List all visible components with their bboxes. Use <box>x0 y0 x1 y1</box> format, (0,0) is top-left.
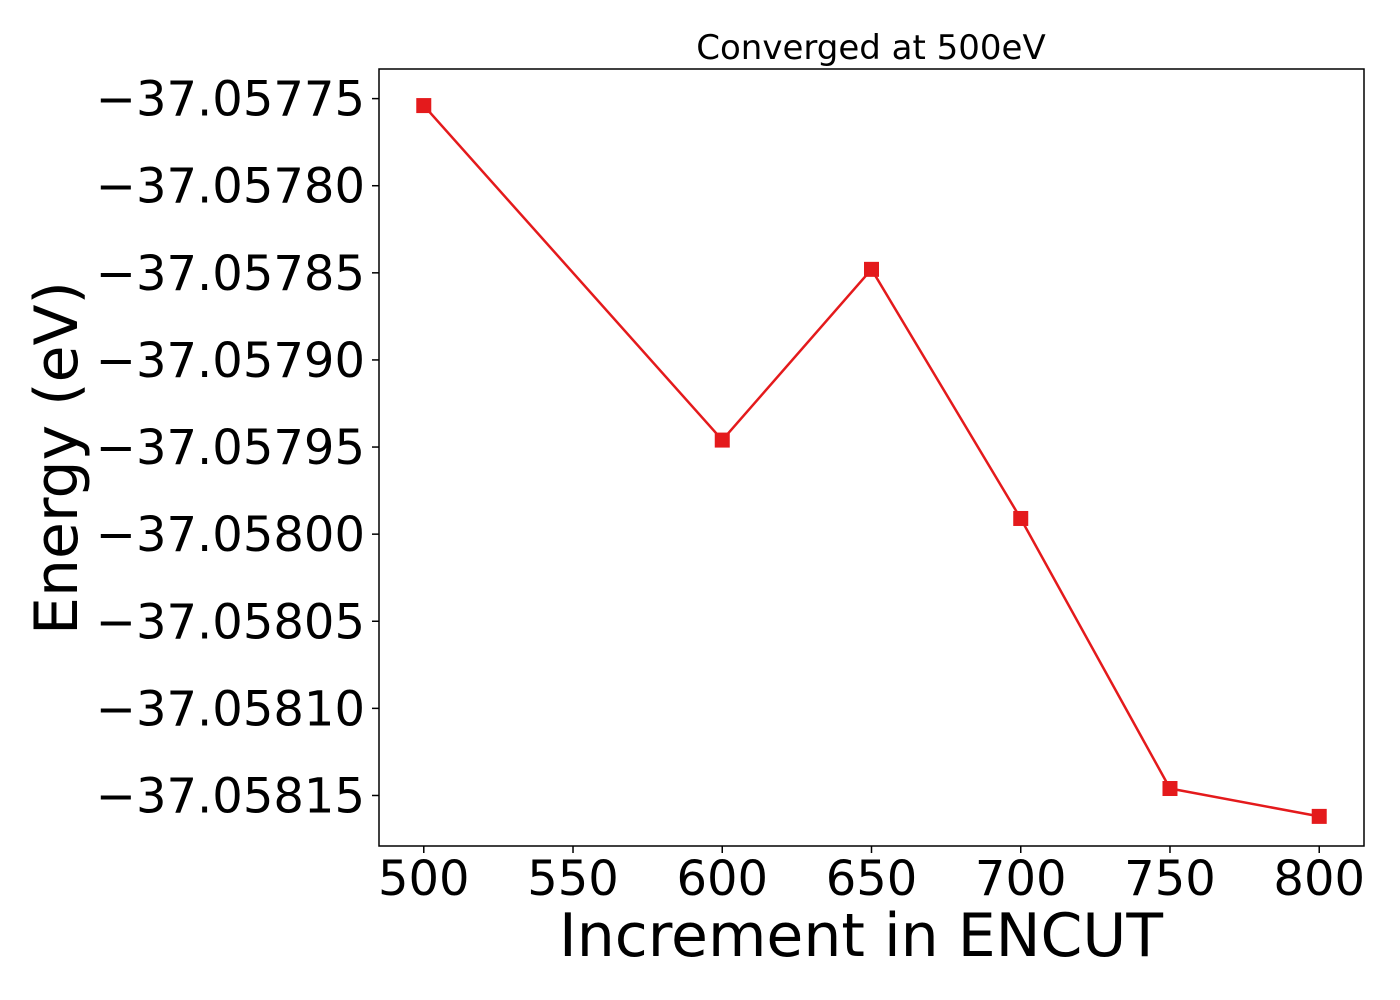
data-point-marker <box>416 98 432 114</box>
series-line <box>422 104 1320 818</box>
x-tick-label: 650 <box>826 851 918 907</box>
y-tick-label: −37.05780 <box>96 159 365 215</box>
x-tick-label: 600 <box>676 851 768 907</box>
x-tick-label: 500 <box>378 851 470 907</box>
data-point-marker <box>1311 808 1327 824</box>
data-point-marker <box>864 261 879 277</box>
y-tick-label: −37.05805 <box>96 594 365 650</box>
y-tick-label: −37.05800 <box>96 507 365 563</box>
y-tick-label: −37.05810 <box>96 681 365 737</box>
chart-title: Converged at 500eV <box>696 28 1045 68</box>
y-tick-label: −37.05815 <box>96 768 365 824</box>
y-tick-label: −37.05785 <box>96 246 365 302</box>
data-point-marker <box>1162 781 1178 797</box>
x-tick-label: 550 <box>527 851 619 907</box>
x-axis: 500 550 600 650 700 750 800 <box>378 846 1365 907</box>
y-tick-label: −37.05795 <box>96 420 365 476</box>
y-tick-label: −37.05790 <box>96 333 365 389</box>
x-tick-label: 800 <box>1273 851 1365 907</box>
series-layer <box>416 98 1327 824</box>
y-axis: −37.05775 −37.05780 −37.05785 −37.05790 −37.… <box>96 72 379 824</box>
x-axis-label: Increment in ENCUT <box>559 901 1163 971</box>
data-point-marker <box>714 432 730 448</box>
y-tick-label: −37.05775 <box>96 72 365 128</box>
x-tick-label: 750 <box>1124 851 1216 907</box>
data-point-marker <box>1013 510 1029 526</box>
y-axis-label: Energy (eV) <box>22 281 92 635</box>
x-tick-label: 700 <box>975 851 1067 907</box>
plot-area-frame <box>378 68 1365 847</box>
